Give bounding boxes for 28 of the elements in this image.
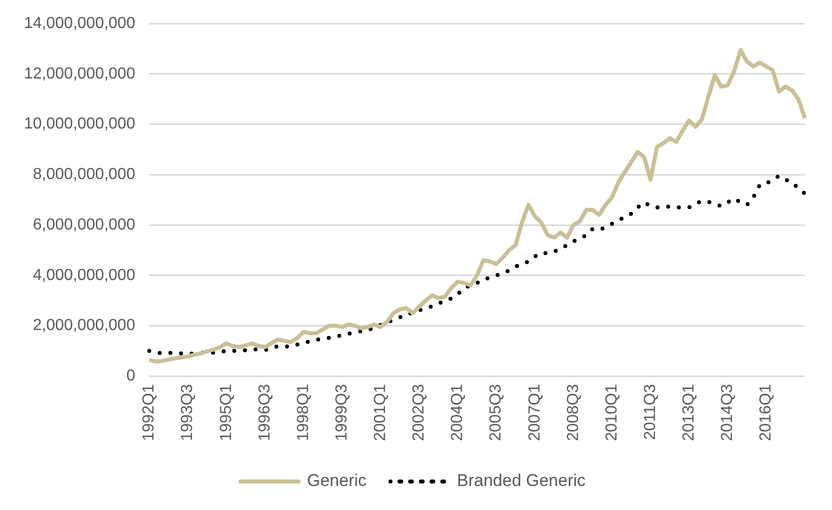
line-series (147, 174, 807, 356)
y-tick-label: 4,000,000,000 (32, 266, 136, 284)
x-tick-label: 1995Q1 (218, 384, 235, 441)
x-tick-label: 2007Q1 (526, 384, 544, 441)
x-tick-label: 2001Q1 (372, 384, 390, 441)
x-tick-label: 2008Q3 (564, 384, 582, 441)
x-tick-label: 1993Q3 (179, 384, 196, 441)
x-tick-label: 1998Q1 (294, 384, 312, 441)
legend-label: Branded Generic (457, 471, 586, 490)
y-tick-label: 10,000,000,000 (24, 116, 136, 133)
y-tick-label: 0 (126, 367, 136, 384)
x-tick-label: 1999Q3 (333, 384, 350, 441)
x-tick-label: 1996Q3 (256, 384, 274, 441)
legend-label: Generic (306, 471, 367, 490)
x-tick-label: 2014Q3 (719, 384, 736, 441)
x-tick-label: 2004Q1 (449, 384, 466, 441)
x-tick-label: 2016Q1 (758, 384, 775, 441)
x-tick-label: 1992Q1 (140, 384, 158, 441)
y-tick-label: 8,000,000,000 (32, 166, 136, 184)
x-tick-label: 2005Q3 (488, 384, 505, 441)
x-tick-label: 2002Q3 (410, 384, 428, 441)
x-tick-label: 2010Q1 (603, 384, 620, 441)
y-tick-label: 12,000,000,000 (24, 65, 136, 82)
y-tick-label: 6,000,000,000 (32, 216, 136, 234)
y-tick-label: 2,000,000,000 (32, 317, 136, 334)
y-tick-label: 14,000,000,000 (24, 15, 136, 32)
x-tick-label: 2013Q1 (680, 384, 698, 441)
x-tick-label: 2011Q3 (642, 384, 659, 440)
